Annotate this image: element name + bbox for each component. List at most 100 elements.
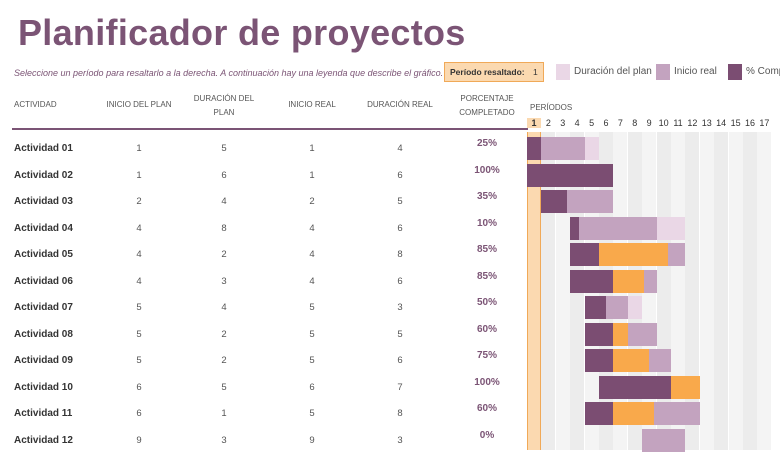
plan-duration-cell: 4	[221, 196, 227, 207]
header-divider	[12, 128, 528, 130]
percent-complete-bar	[541, 190, 567, 213]
percent-complete-bar	[570, 243, 599, 266]
actual-start-cell: 2	[309, 196, 315, 207]
plan-start-cell: 4	[136, 275, 142, 287]
period-number: 14	[716, 118, 727, 128]
period-column	[685, 132, 700, 450]
activity-name: Actividad 12	[14, 434, 73, 446]
plan-duration-cell: 5	[221, 143, 227, 154]
beyond-plan-bar	[613, 402, 654, 425]
percent-complete-bar	[570, 269, 614, 293]
percent-complete-cell: 50%	[476, 297, 497, 308]
activity-name: Actividad 07	[14, 302, 73, 313]
legend-actual-swatch	[656, 64, 670, 80]
percent-complete-cell: 60%	[476, 403, 497, 414]
page-title: Planificador de proyectos	[18, 12, 466, 53]
actual-duration-cell: 6	[397, 169, 403, 181]
activity-name: Actividad 10	[14, 381, 73, 393]
legend-plan-swatch	[556, 64, 570, 80]
period-column	[699, 132, 714, 450]
period-number: 2	[545, 118, 551, 128]
legend-complete-swatch	[728, 64, 742, 80]
period-number: 12	[687, 118, 698, 128]
highlighted-period-column	[527, 132, 541, 450]
actual-duration-cell: 6	[397, 222, 403, 234]
legend-plan-duration: Duración del plan	[556, 64, 656, 80]
plan-start-cell: 1	[136, 143, 142, 154]
plan-duration-cell: 5	[221, 381, 227, 393]
beyond-plan-bar	[613, 349, 650, 372]
percent-complete-bar	[584, 349, 614, 372]
percent-complete-cell: 100%	[474, 376, 500, 388]
period-number: 16	[744, 118, 755, 128]
period-column	[757, 132, 772, 450]
actual-duration-cell: 6	[397, 355, 403, 366]
actual-duration-cell: 3	[397, 434, 403, 446]
actual-start-cell: 5	[309, 355, 315, 366]
actual-duration-bar	[570, 216, 657, 240]
plan-duration-cell: 2	[221, 328, 227, 340]
percent-complete-cell: 85%	[476, 270, 497, 282]
actual-duration-cell: 6	[397, 275, 403, 287]
period-number: 8	[632, 118, 638, 128]
plan-duration-cell: 1	[221, 408, 227, 419]
actual-start-cell: 9	[309, 434, 315, 446]
activity-name: Actividad 02	[14, 169, 73, 181]
legend-percent-complete: % Completado	[728, 64, 780, 80]
period-number: 11	[673, 118, 683, 128]
actual-duration-cell: 8	[397, 408, 403, 419]
beyond-plan-bar	[599, 243, 669, 266]
plan-start-cell: 9	[136, 434, 142, 446]
percent-complete-cell: 35%	[476, 191, 497, 202]
actual-duration-bar	[527, 137, 585, 160]
actual-start-cell: 6	[309, 381, 315, 393]
percent-complete-bar	[584, 296, 607, 319]
legend-actual-start: Inicio real	[656, 64, 726, 80]
beyond-plan-bar	[671, 375, 700, 399]
period-number: 10	[658, 118, 669, 128]
actual-duration-cell: 4	[397, 143, 403, 154]
actual-start-cell: 4	[309, 275, 315, 287]
period-number: 1	[527, 118, 541, 128]
plan-duration-cell: 6	[221, 169, 227, 181]
period-number: 9	[646, 118, 652, 128]
beyond-plan-bar	[613, 322, 628, 346]
percent-complete-cell: 60%	[476, 323, 497, 335]
actual-duration-cell: 3	[397, 302, 403, 313]
actual-start-cell: 5	[309, 408, 315, 419]
percent-complete-cell: 25%	[476, 138, 497, 149]
actual-duration-bar	[642, 428, 686, 452]
plan-duration-cell: 3	[221, 275, 227, 287]
activity-name: Actividad 06	[14, 275, 73, 287]
actual-duration-cell: 7	[397, 381, 403, 393]
actual-start-cell: 5	[309, 328, 315, 340]
plan-duration-cell: 2	[221, 355, 227, 366]
actual-duration-cell: 5	[397, 328, 403, 340]
plan-duration-cell: 2	[221, 249, 227, 260]
instructions-text: Seleccione un período para resaltarlo a …	[14, 68, 444, 78]
beyond-plan-bar	[613, 269, 644, 293]
period-number: 15	[730, 118, 741, 128]
actual-start-cell: 4	[309, 222, 315, 234]
plan-duration-cell: 8	[221, 222, 227, 234]
period-column	[671, 132, 685, 450]
period-number: 6	[603, 118, 609, 128]
period-column	[714, 132, 729, 450]
period-number: 17	[759, 118, 770, 128]
activity-name: Actividad 09	[14, 355, 73, 366]
header-duracion-real: DURACIÓN REAL	[367, 100, 433, 109]
actual-duration-cell: 8	[397, 249, 403, 260]
highlight-period-field[interactable]: Período resaltado: 1	[444, 62, 544, 82]
header-duracion-plan: DURACIÓN DEL PLAN	[193, 94, 255, 117]
plan-start-cell: 5	[136, 302, 142, 313]
activity-name: Actividad 03	[14, 196, 73, 207]
plan-start-cell: 1	[136, 169, 142, 181]
period-number: 4	[574, 118, 580, 128]
percent-complete-bar	[527, 137, 542, 160]
header-actividad: ACTIVIDAD	[14, 100, 57, 109]
plan-start-cell: 4	[136, 249, 142, 260]
header-porcentaje: PORCENTAJE COMPLETADO	[459, 94, 515, 117]
header-inicio-plan: INICIO DEL PLAN	[106, 100, 172, 109]
highlight-period-value: 1	[533, 67, 538, 77]
actual-start-cell: 1	[309, 169, 315, 181]
